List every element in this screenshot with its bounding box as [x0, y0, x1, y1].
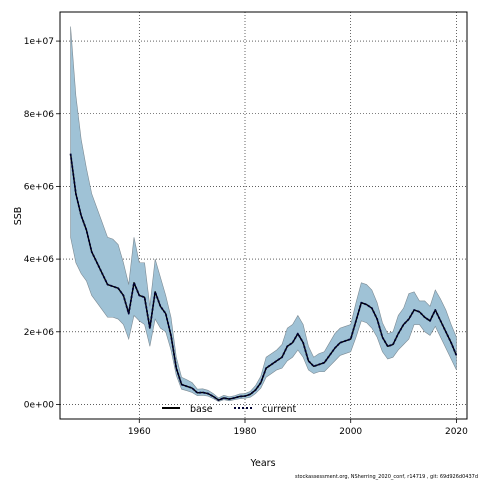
legend-base-label: base — [190, 404, 213, 415]
x-tick-label: 2000 — [339, 427, 362, 437]
y-axis-title: SSB — [13, 207, 24, 226]
x-tick-label: 2020 — [445, 427, 468, 437]
y-tick-label: 8e+06 — [24, 110, 55, 120]
y-tick-label: 0e+00 — [24, 400, 55, 410]
series-lines — [69, 153, 458, 402]
plot-frame — [59, 11, 468, 420]
legend: base current — [162, 404, 297, 415]
y-tick-label: 1e+07 — [24, 37, 54, 47]
x-tick-label: 1980 — [234, 427, 257, 437]
series-line-current — [69, 153, 458, 402]
footer-attribution: stockassessment.org, NSherring_2020_conf… — [295, 474, 478, 480]
y-tick-label: 6e+06 — [24, 182, 55, 192]
x-axis-ticks: 1960 1980 2000 2020 — [128, 419, 468, 437]
legend-current-label: current — [262, 404, 297, 415]
y-tick-label: 2e+06 — [24, 328, 55, 338]
y-axis-ticks: 0e+00 2e+06 4e+06 6e+06 8e+06 1e+07 — [24, 37, 60, 410]
y-tick-label: 4e+06 — [24, 255, 55, 265]
x-axis-title: Years — [249, 458, 275, 469]
x-tick-label: 1960 — [128, 427, 151, 437]
